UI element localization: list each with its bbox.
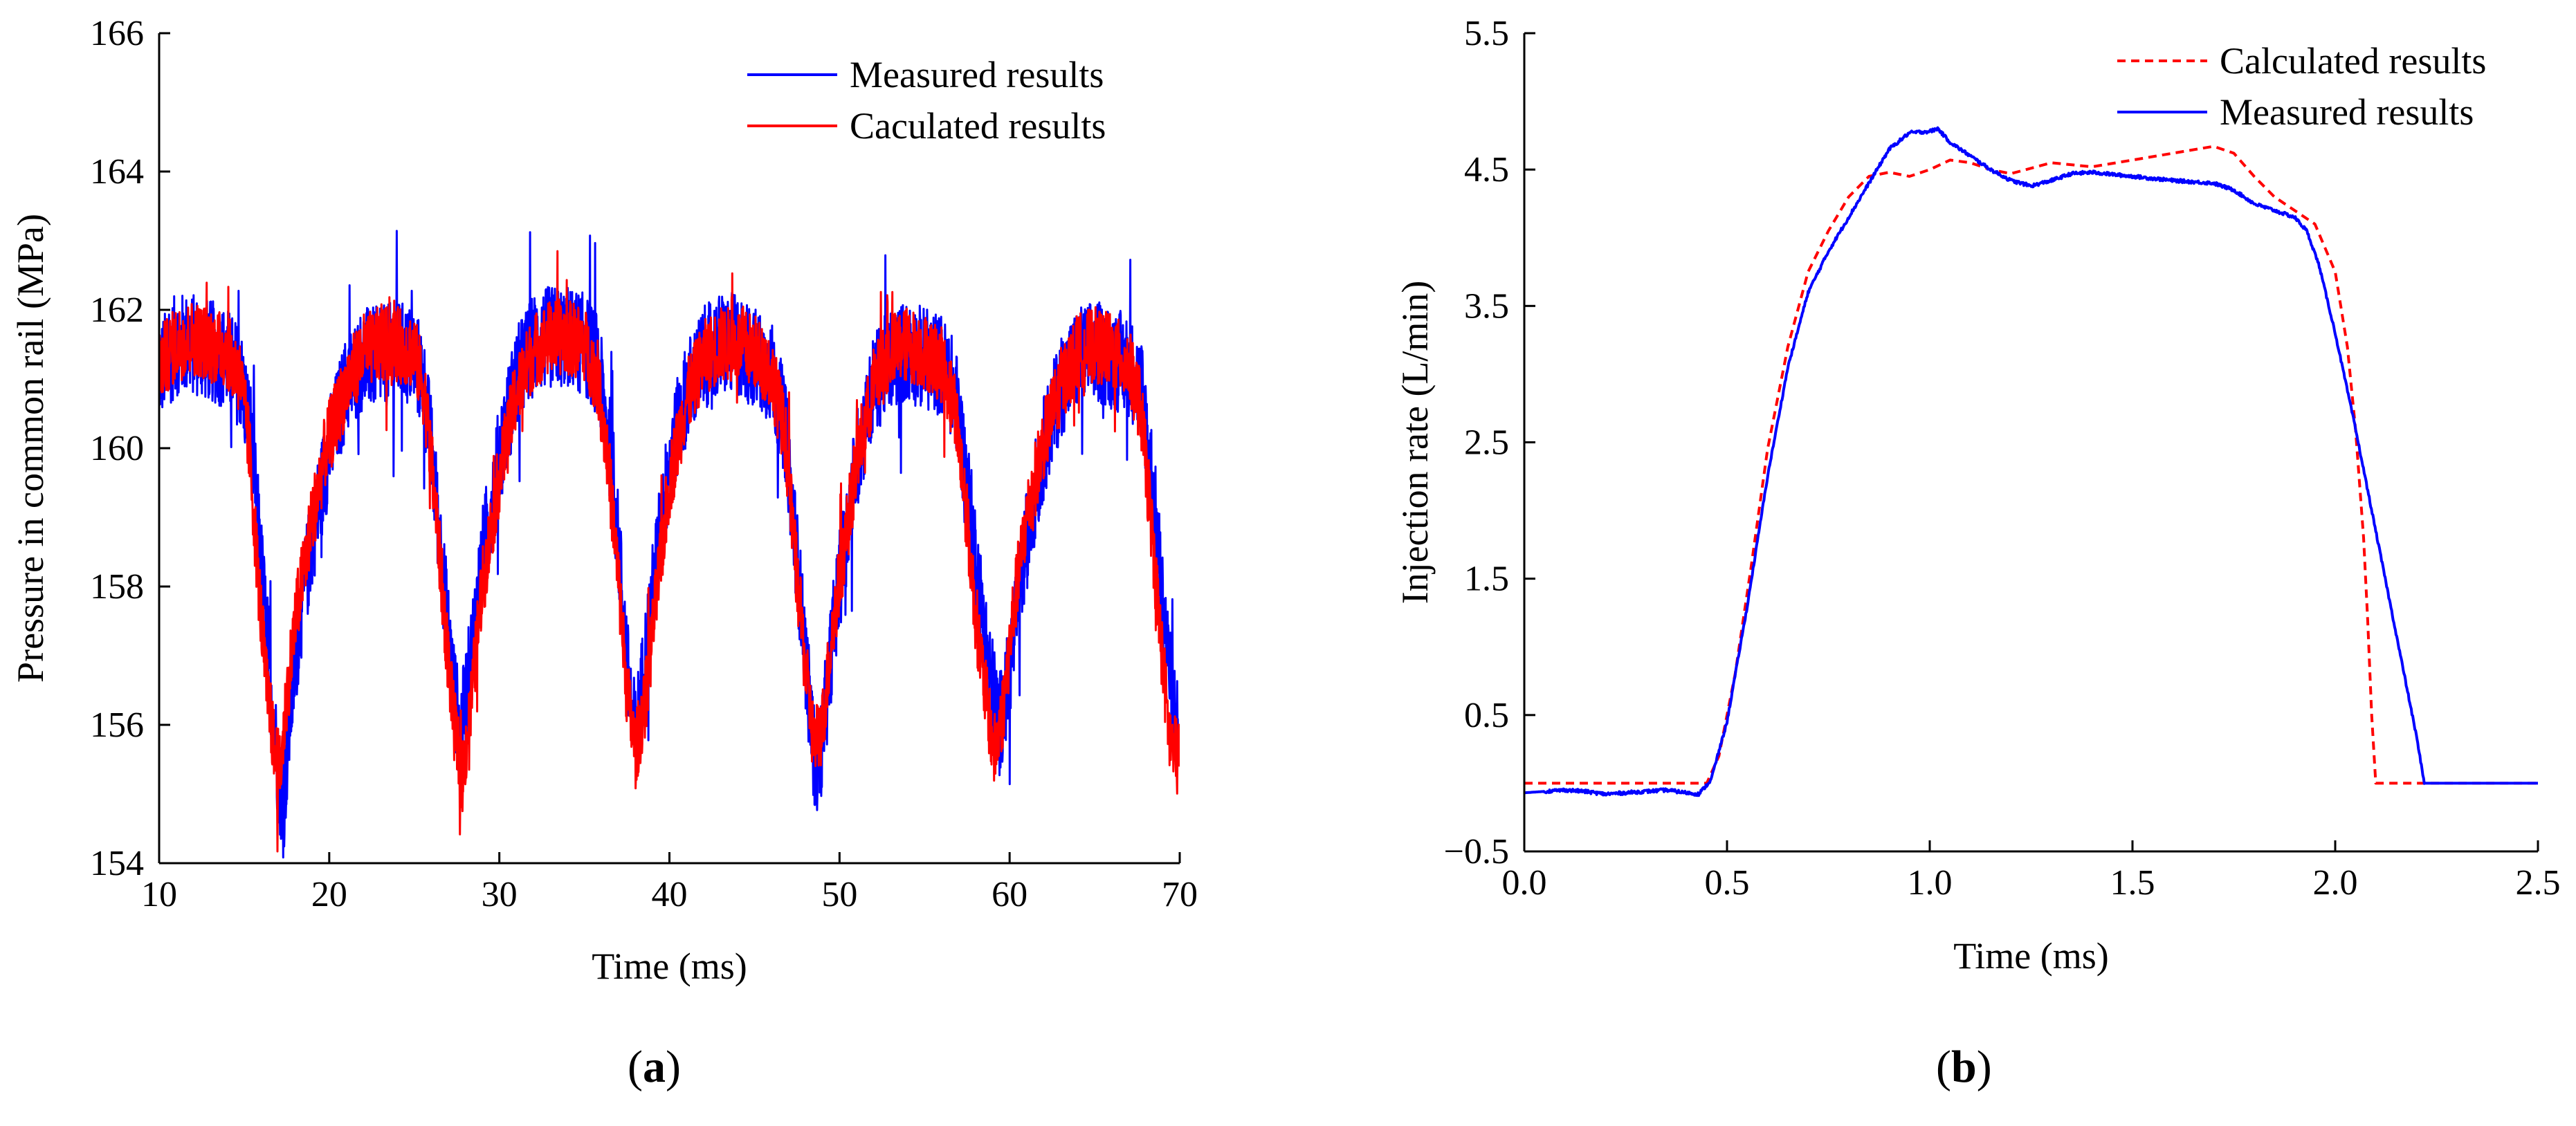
y-tick-label: 158 bbox=[90, 567, 144, 607]
x-tick-label: 0.0 bbox=[1502, 863, 1547, 903]
x-tick-label: 60 bbox=[992, 875, 1027, 914]
y-tick-label: 0.5 bbox=[1464, 696, 1509, 735]
y-tick-label: 3.5 bbox=[1464, 286, 1509, 326]
caption-a: (a) bbox=[628, 1041, 681, 1093]
series-line-b-calculated-results bbox=[1524, 145, 2538, 785]
y-tick-label: 160 bbox=[90, 429, 144, 468]
y-tick-label: 166 bbox=[90, 14, 144, 53]
y-tick-label: 4.5 bbox=[1464, 150, 1509, 190]
legend-label: Calculated results bbox=[2220, 40, 2486, 82]
x-tick-label: 30 bbox=[482, 875, 518, 914]
caption-a-letter: a bbox=[642, 1042, 666, 1092]
y-tick-label: 154 bbox=[90, 844, 144, 883]
chart-b: 0.0 0.5 1.0 1.5 2.0 2.5 −0.5 0.5 1.5 2.5 3.5 4.5 5.5… bbox=[1394, 14, 2561, 977]
x-tick-label: 1.0 bbox=[1908, 863, 1953, 903]
caption-a-close: ) bbox=[665, 1042, 681, 1092]
x-axis-title: Time (ms) bbox=[592, 945, 747, 987]
x-tick-label: 0.5 bbox=[1705, 863, 1750, 903]
x-tick-label: 70 bbox=[1162, 875, 1198, 914]
y-tick-label: 2.5 bbox=[1464, 423, 1509, 463]
series-line-a-caculated-results bbox=[159, 250, 1180, 853]
x-axis-title: Time (ms) bbox=[1953, 935, 2109, 977]
x-tick-label: 20 bbox=[311, 875, 347, 914]
series-line-b-measured-results bbox=[1524, 126, 2538, 797]
legend-label: Measured results bbox=[850, 54, 1104, 95]
x-tick-label: 40 bbox=[652, 875, 688, 914]
y-tick-label: 164 bbox=[90, 152, 144, 192]
y-axis-title: Injection rate (L/min) bbox=[1394, 281, 1436, 604]
legend-label: Measured results bbox=[2220, 91, 2474, 133]
y-tick-label: −0.5 bbox=[1444, 832, 1509, 871]
x-tick-label: 50 bbox=[821, 875, 857, 914]
caption-b-close: ) bbox=[1976, 1042, 1992, 1092]
y-tick-label: 156 bbox=[90, 705, 144, 745]
x-tick-label: 2.5 bbox=[2516, 863, 2561, 903]
caption-a-open: ( bbox=[628, 1042, 643, 1092]
caption-b: (b) bbox=[1936, 1041, 1992, 1093]
caption-b-letter: b bbox=[1951, 1042, 1977, 1092]
y-axis-title: Pressure in common rail (MPa) bbox=[10, 214, 51, 683]
x-tick-label: 1.5 bbox=[2110, 863, 2155, 903]
y-tick-label: 5.5 bbox=[1464, 14, 1509, 53]
legend-label: Caculated results bbox=[850, 105, 1106, 147]
x-tick-label: 2.0 bbox=[2313, 863, 2358, 903]
caption-b-open: ( bbox=[1936, 1042, 1951, 1092]
y-tick-label: 1.5 bbox=[1464, 560, 1509, 599]
chart-a: 10 20 30 40 50 60 70 154 156 158 160 162 164 166 Time … bbox=[10, 14, 1198, 987]
x-tick-label: 10 bbox=[141, 875, 177, 914]
y-tick-label: 162 bbox=[90, 290, 144, 330]
